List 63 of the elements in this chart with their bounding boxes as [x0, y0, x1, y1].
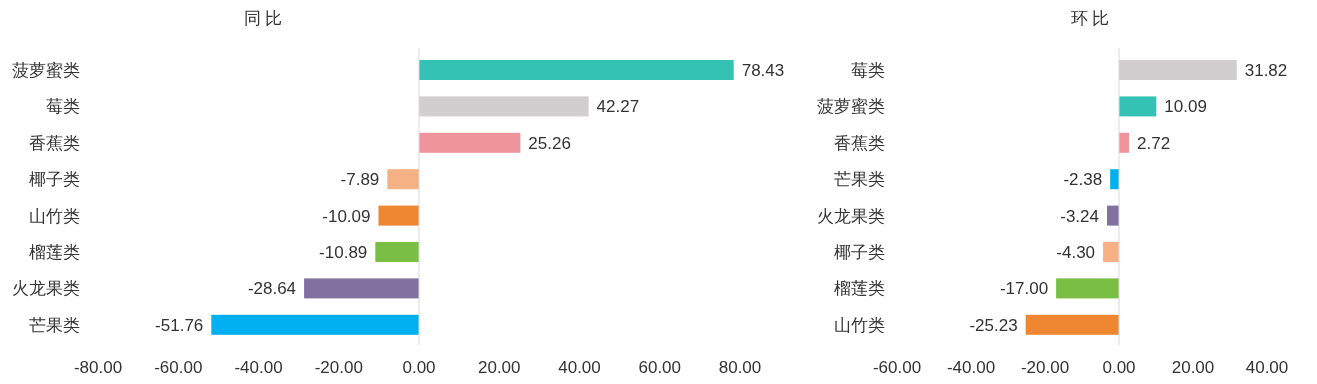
y-tick-label: 香蕉类 [834, 133, 885, 153]
bar [304, 278, 419, 299]
data-label: -3.24 [1060, 206, 1100, 226]
bar [1110, 169, 1119, 190]
y-tick-label: 椰子类 [29, 170, 80, 190]
data-label: -25.23 [969, 315, 1018, 335]
bar [419, 132, 521, 153]
x-tick-label: -60.00 [154, 358, 203, 377]
chart-title: 环 比 [1070, 9, 1110, 28]
y-tick-label: 菠萝蜜类 [12, 61, 80, 80]
y-tick-label: 山竹类 [29, 206, 80, 226]
bar [1107, 205, 1119, 226]
x-tick-label: 20.00 [1171, 358, 1215, 377]
y-tick-label: 芒果类 [834, 170, 885, 190]
data-label: -2.38 [1063, 170, 1103, 190]
data-label: 10.09 [1164, 97, 1207, 117]
data-label: -4.30 [1056, 243, 1096, 262]
x-tick-label: -20.00 [314, 358, 363, 377]
bar [1103, 242, 1119, 262]
y-tick-label: 芒果类 [29, 315, 80, 335]
x-tick-label: 40.00 [1245, 358, 1289, 377]
y-tick-label: 山竹类 [834, 315, 885, 335]
y-tick-label: 火龙果类 [817, 206, 885, 226]
bar [1119, 96, 1157, 117]
bar [387, 169, 419, 190]
x-tick-label: -60.00 [872, 358, 922, 377]
chart-title: 同 比 [243, 9, 283, 28]
data-label: 31.82 [1244, 61, 1288, 80]
data-label: -10.09 [322, 206, 371, 226]
y-tick-label: 香蕉类 [29, 133, 80, 153]
x-tick-label: 20.00 [477, 358, 521, 377]
x-tick-label: 0.00 [402, 358, 436, 377]
y-tick-label: 莓类 [851, 61, 885, 80]
data-label: -17.00 [999, 279, 1049, 299]
x-tick-label: 0.00 [1102, 358, 1136, 377]
bar [1025, 314, 1119, 335]
data-label: -10.89 [319, 243, 368, 262]
x-tick-label: -20.00 [1020, 358, 1070, 377]
data-label: -7.89 [340, 170, 380, 190]
data-label: -51.76 [155, 315, 204, 335]
x-tick-label: 80.00 [718, 358, 762, 377]
bar [375, 242, 419, 262]
x-tick-label: 40.00 [558, 358, 601, 377]
x-tick-label: -40.00 [946, 358, 996, 377]
y-tick-label: 榴莲类 [29, 243, 80, 262]
y-tick-label: 莓类 [46, 97, 80, 117]
bar [419, 60, 734, 80]
data-label: 2.72 [1137, 133, 1171, 153]
data-label: 25.26 [528, 133, 571, 153]
data-label: 42.27 [596, 97, 640, 117]
y-tick-label: 榴莲类 [834, 279, 885, 299]
y-tick-label: 菠萝蜜类 [817, 97, 885, 117]
bar [1119, 132, 1130, 153]
x-tick-label: -40.00 [234, 358, 283, 377]
data-label: -28.64 [247, 279, 297, 299]
y-tick-label: 火龙果类 [12, 279, 80, 299]
y-tick-label: 椰子类 [834, 243, 885, 262]
x-tick-label: -80.00 [73, 358, 123, 377]
bar [378, 205, 419, 226]
bar [211, 314, 419, 335]
x-tick-label: 60.00 [638, 358, 682, 377]
data-label: 78.43 [741, 61, 785, 80]
bar [1056, 278, 1119, 299]
